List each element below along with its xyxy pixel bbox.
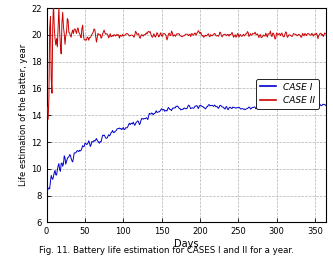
Y-axis label: Life estimation of the batter, year: Life estimation of the batter, year [19, 44, 28, 186]
Text: Fig. 11. Battery life estimation for CASES I and II for a year.: Fig. 11. Battery life estimation for CAS… [39, 246, 294, 255]
Legend: CASE I, CASE II: CASE I, CASE II [256, 79, 319, 109]
X-axis label: Days: Days [174, 239, 199, 249]
